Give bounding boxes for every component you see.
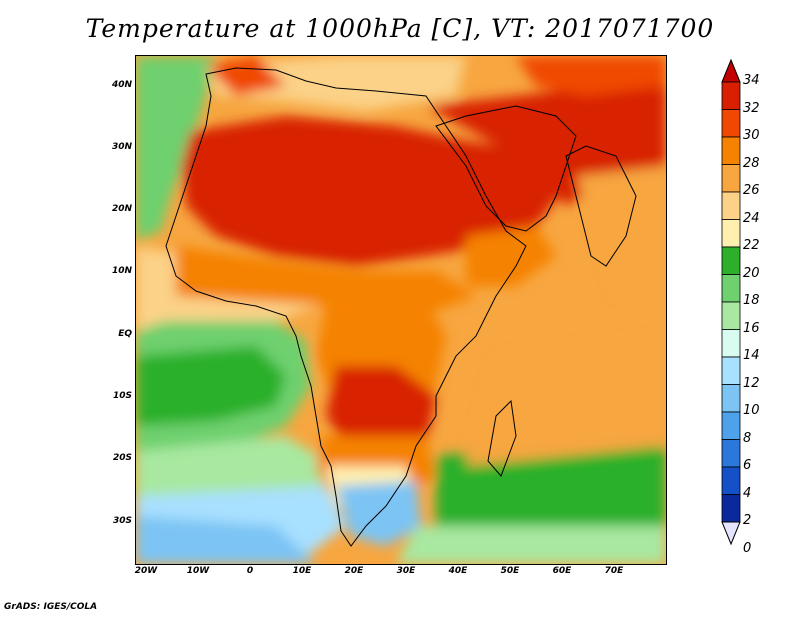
colorbar-tick-label: 18: [743, 293, 760, 308]
colorbar-swatch: [721, 411, 741, 440]
colorbar-swatch: [721, 191, 741, 220]
colorbar-tick-label: 14: [743, 348, 760, 363]
colorbar-swatch: [721, 164, 741, 193]
lon-label-10w: 10W: [186, 566, 210, 576]
lon-label-50e: 50E: [500, 566, 520, 576]
colorbar-swatch: [721, 384, 741, 413]
colorbar-tick-label: 10: [743, 403, 760, 418]
colorbar-max-arrow: [721, 58, 741, 83]
lon-label-20w: 20W: [134, 566, 158, 576]
lon-label-40e: 40E: [448, 566, 468, 576]
lon-label-10e: 10E: [292, 566, 312, 576]
colorbar-swatch: [721, 246, 741, 275]
lon-label-0: 0: [246, 566, 254, 576]
lat-label-20s: 20S: [112, 453, 132, 463]
lat-label-20n: 20N: [111, 204, 132, 214]
map-title: Temperature at 1000hPa [C], VT: 20170717…: [85, 14, 715, 43]
lat-label-10s: 10S: [112, 391, 132, 401]
lat-label-40n: 40N: [111, 80, 132, 90]
colorbar-swatch: [721, 136, 741, 165]
colorbar-tick-label: 12: [743, 375, 760, 391]
colorbar-tick-label: 24: [743, 210, 760, 226]
colorbar-tick-label: 34: [743, 73, 760, 88]
colorbar-swatch: [721, 494, 741, 523]
colorbar-swatch: [721, 274, 741, 303]
lon-label-60e: 60E: [552, 566, 572, 576]
colorbar-swatch: [721, 329, 741, 358]
coastlines: [165, 67, 637, 547]
colorbar-swatch: [721, 219, 741, 248]
colorbar-tick-label: 32: [743, 100, 760, 116]
colorbar-swatch: [721, 301, 741, 330]
colorbar-tick-label: 0: [743, 540, 752, 556]
colorbar-tick-label: 30: [743, 128, 760, 143]
colorbar-min-arrow: [721, 521, 741, 546]
colorbar-swatch: [721, 466, 741, 495]
colorbar-tick-label: 16: [743, 320, 760, 336]
lat-label-30s: 30S: [112, 516, 132, 526]
colorbar-tick-label: 22: [743, 238, 760, 253]
colorbar-swatch: [721, 81, 741, 110]
colorbar-tick-label: 28: [743, 155, 760, 171]
credit-text: GrADS: IGES/COLA: [4, 602, 98, 612]
lat-label-10n: 10N: [111, 266, 132, 276]
lon-label-20e: 20E: [344, 566, 364, 576]
lon-label-70e: 70E: [604, 566, 624, 576]
colorbar-swatch: [721, 439, 741, 468]
lon-label-30e: 30E: [396, 566, 416, 576]
colorbar-tick-label: 6: [743, 458, 752, 473]
colorbar: [721, 58, 741, 546]
colorbar-tick-label: 2: [743, 513, 752, 528]
temperature-map: [135, 55, 667, 565]
map-canvas: [136, 56, 666, 564]
lat-label-30n: 30N: [111, 142, 132, 152]
colorbar-tick-label: 26: [743, 183, 760, 198]
lat-label-eq: EQ: [118, 329, 132, 339]
colorbar-tick-label: 20: [743, 265, 760, 281]
colorbar-swatch: [721, 109, 741, 138]
colorbar-tick-label: 4: [743, 485, 752, 501]
colorbar-swatch: [721, 356, 741, 385]
colorbar-tick-label: 8: [743, 430, 752, 446]
